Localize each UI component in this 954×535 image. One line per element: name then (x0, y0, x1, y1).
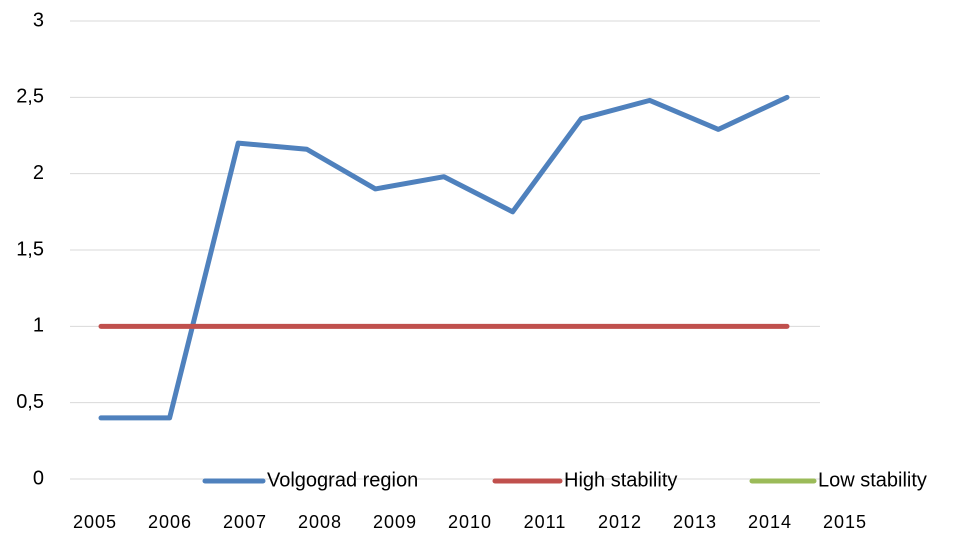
x-tick-label: 2014 (748, 512, 792, 532)
x-tick-label: 2006 (148, 512, 192, 532)
y-tick-label: 2 (33, 162, 44, 184)
x-tick-label: 2009 (373, 512, 417, 532)
x-tick-label: 2007 (223, 512, 267, 532)
y-tick-label: 0 (33, 467, 44, 489)
series-line (98, 94, 790, 421)
legend-label: High stability (564, 469, 677, 491)
y-tick-label: 3 (33, 9, 44, 31)
x-tick-label: 2012 (598, 512, 642, 532)
x-tick-label: 2010 (448, 512, 492, 532)
x-tick-label: 2011 (524, 512, 567, 532)
x-tick-label: 2013 (673, 512, 717, 532)
x-tick-label: 2015 (823, 512, 867, 532)
legend-label: Volgograd region (267, 469, 418, 491)
x-tick-label: 2005 (73, 512, 117, 532)
x-tick-label: 2008 (298, 512, 342, 532)
legend-label: Low stability (818, 469, 927, 491)
y-tick-label: 1 (33, 315, 44, 337)
y-tick-label: 2,5 (16, 86, 44, 108)
y-tick-label: 1,5 (16, 238, 44, 260)
y-tick-label: 0,5 (16, 391, 44, 413)
